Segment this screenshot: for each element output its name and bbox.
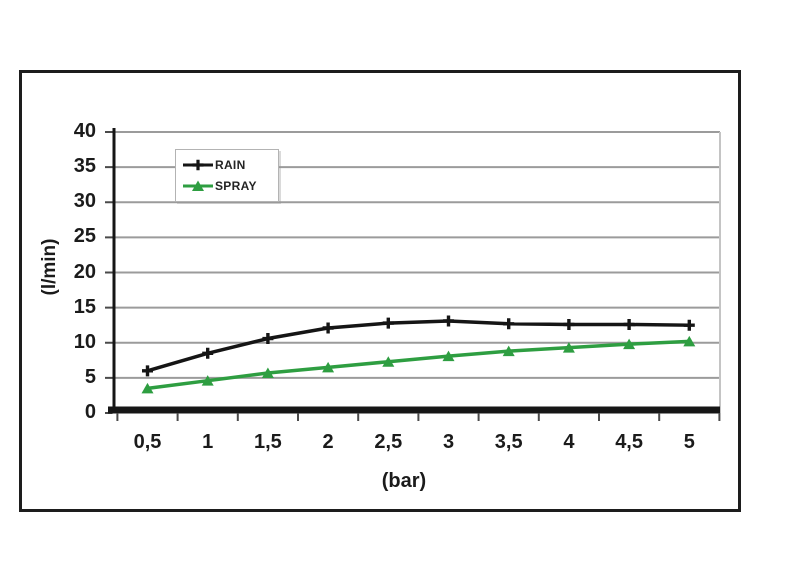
marker-plus-rain <box>443 315 454 327</box>
y-tick-label: 40 <box>73 120 96 142</box>
marker-triangle-spray <box>382 356 395 367</box>
x-tick-label: 1,5 <box>253 431 282 453</box>
marker-triangle-spray <box>502 345 515 357</box>
spray-triangle-marker-icon <box>183 180 213 191</box>
series-line-spray <box>147 339 690 391</box>
legend-label-spray: SPRAY <box>215 178 257 193</box>
marker-plus-rain <box>563 318 575 330</box>
x-axis-title: (bar) <box>381 470 427 492</box>
x-tick-label: 0,5 <box>133 431 162 453</box>
x-axis-baseline <box>108 406 720 414</box>
y-tick-label: 30 <box>73 190 96 213</box>
marker-plus-rain <box>322 322 334 334</box>
series-line-rain <box>147 319 690 373</box>
chart-legend: RAIN SPRAY <box>175 149 279 202</box>
y-tick-label: 20 <box>73 260 96 283</box>
x-tick-label: 3 <box>442 431 455 453</box>
marker-plus-rain <box>142 365 153 377</box>
y-tick-label: 0 <box>84 401 96 423</box>
marker-triangle-spray <box>201 375 214 386</box>
x-tick-label: 2 <box>322 431 334 453</box>
y-tick-label: 10 <box>73 330 96 353</box>
marker-triangle-spray <box>141 382 154 394</box>
marker-plus-rain <box>382 317 394 329</box>
y-tick-label: 15 <box>73 295 96 318</box>
chart-frame <box>19 70 741 512</box>
x-tick-label: 1 <box>202 431 214 453</box>
marker-triangle-spray <box>442 350 455 362</box>
marker-plus-rain <box>262 333 274 345</box>
marker-triangle-spray <box>562 342 575 353</box>
x-tick-label: 3,5 <box>494 431 523 453</box>
x-tick-label: 2,5 <box>374 431 403 453</box>
marker-plus-rain <box>623 318 635 330</box>
marker-triangle-spray <box>623 338 636 350</box>
y-tick-label: 35 <box>73 155 96 178</box>
marker-triangle-spray <box>261 367 274 378</box>
marker-plus-rain <box>683 319 695 331</box>
x-tick-label: 4,5 <box>615 431 643 453</box>
marker-triangle-spray <box>683 335 696 347</box>
y-tick-label: 25 <box>73 225 96 248</box>
x-tick-label: 5 <box>683 431 695 453</box>
y-tick-label: 5 <box>84 365 96 388</box>
legend-item-spray: SPRAY <box>182 179 275 193</box>
legend-item-rain: RAIN <box>182 158 275 172</box>
marker-plus-rain <box>202 347 214 359</box>
marker-triangle-spray <box>322 361 335 373</box>
x-tick-label: 4 <box>563 431 575 453</box>
rain-plus-marker-icon <box>183 160 213 171</box>
marker-plus-rain <box>503 318 515 330</box>
legend-label-rain: RAIN <box>215 158 246 173</box>
